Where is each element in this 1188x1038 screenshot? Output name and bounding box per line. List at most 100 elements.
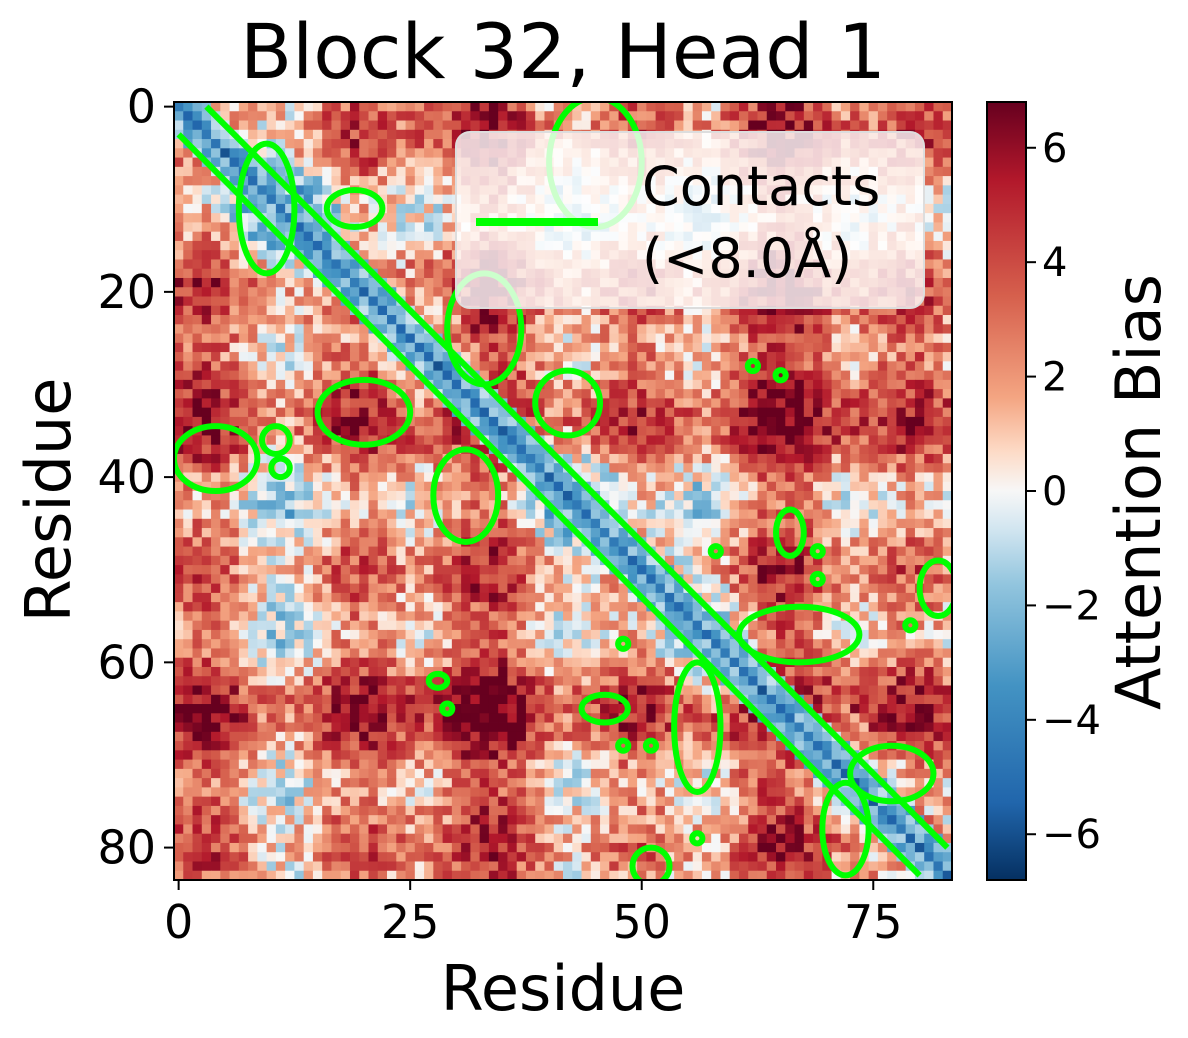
heatmap-cell [229, 287, 240, 297]
heatmap-cell [729, 602, 740, 612]
heatmap-cell [590, 435, 601, 446]
heatmap-cell [451, 296, 462, 307]
heatmap-cell [748, 565, 758, 575]
heatmap-cell [266, 648, 277, 659]
heatmap-cell [859, 333, 870, 344]
heatmap-cell [285, 583, 295, 594]
heatmap-cell [887, 426, 897, 436]
heatmap-cell [294, 259, 305, 270]
heatmap-cell [479, 324, 490, 334]
heatmap-cell [303, 546, 314, 557]
heatmap-cell [470, 602, 481, 612]
heatmap-cell [238, 287, 249, 297]
heatmap-cell [701, 537, 712, 547]
heatmap-cell [266, 472, 277, 483]
heatmap-cell [275, 416, 286, 427]
heatmap-cell [303, 250, 314, 260]
heatmap-cell [600, 389, 610, 399]
heatmap-cell [507, 537, 518, 547]
heatmap-cell [563, 444, 573, 455]
heatmap-cell [275, 592, 286, 603]
heatmap-cell [442, 176, 453, 186]
heatmap-cell [646, 444, 657, 455]
heatmap-cell [174, 157, 184, 168]
heatmap-cell [720, 370, 731, 381]
heatmap-cell [803, 120, 814, 131]
heatmap-cell [850, 500, 860, 510]
heatmap-cell [507, 602, 518, 612]
heatmap-cell [211, 157, 221, 168]
heatmap-cell [618, 555, 629, 566]
heatmap-cell [803, 102, 814, 112]
heatmap-cell [470, 611, 481, 622]
heatmap-cell [683, 416, 694, 427]
heatmap-cell [748, 583, 758, 594]
heatmap-cell [303, 305, 314, 316]
heatmap-cell [312, 120, 323, 131]
heatmap-cell [238, 639, 249, 649]
heatmap-cell [498, 639, 508, 649]
heatmap-cell [794, 102, 805, 112]
heatmap-cell [535, 370, 545, 381]
heatmap-cell [627, 537, 638, 547]
heatmap-cell [303, 352, 314, 362]
heatmap-cell [340, 315, 351, 325]
heatmap-cell [201, 574, 212, 585]
heatmap-cell [748, 639, 758, 649]
heatmap-cell [646, 537, 657, 547]
heatmap-cell [711, 120, 721, 131]
heatmap-cell [683, 500, 694, 510]
heatmap-cell [266, 546, 277, 557]
heatmap-cell [701, 352, 712, 362]
heatmap-cell [322, 592, 332, 603]
heatmap-cell [887, 592, 897, 603]
heatmap-cell [331, 102, 342, 112]
heatmap-cell [377, 555, 388, 566]
heatmap-cell [905, 518, 916, 529]
heatmap-cell [831, 583, 842, 594]
heatmap-cell [572, 352, 582, 362]
heatmap-cell [924, 444, 934, 455]
heatmap-cell [572, 111, 582, 121]
heatmap-cell [368, 166, 379, 177]
heatmap-cell [627, 435, 638, 446]
heatmap-cell [822, 472, 832, 483]
heatmap-cell [257, 342, 268, 353]
heatmap-cell [766, 102, 777, 112]
heatmap-cell [785, 620, 795, 631]
heatmap-cell [748, 620, 758, 631]
heatmap-cell [238, 268, 249, 279]
heatmap-cell [201, 500, 212, 510]
heatmap-cell [192, 509, 203, 520]
heatmap-cell [803, 333, 814, 344]
heatmap-cell [257, 574, 268, 585]
heatmap-cell [285, 472, 295, 483]
heatmap-cell [563, 426, 573, 436]
heatmap-cell [294, 537, 305, 547]
heatmap-cell [498, 555, 508, 566]
heatmap-cell [572, 444, 582, 455]
heatmap-cell [850, 453, 860, 464]
heatmap-cell [896, 435, 907, 446]
heatmap-cell [720, 333, 731, 344]
heatmap-cell [433, 166, 443, 177]
heatmap-cell [229, 509, 240, 520]
heatmap-cell [664, 352, 675, 362]
heatmap-cell [609, 305, 619, 316]
heatmap-cell [451, 574, 462, 585]
heatmap-cell [887, 611, 897, 622]
heatmap-cell [451, 648, 462, 659]
heatmap-cell [618, 398, 629, 409]
heatmap-cell [748, 574, 758, 585]
heatmap-cell [294, 296, 305, 307]
heatmap-cell [850, 491, 860, 501]
heatmap-cell [424, 231, 434, 242]
heatmap-cell [461, 120, 471, 131]
heatmap-cell [488, 361, 499, 371]
heatmap-cell [813, 102, 823, 112]
heatmap-cell [192, 222, 203, 233]
heatmap-cell [498, 546, 508, 557]
heatmap-cell [609, 491, 619, 501]
heatmap-cell [720, 611, 731, 622]
heatmap-cell [285, 370, 295, 381]
